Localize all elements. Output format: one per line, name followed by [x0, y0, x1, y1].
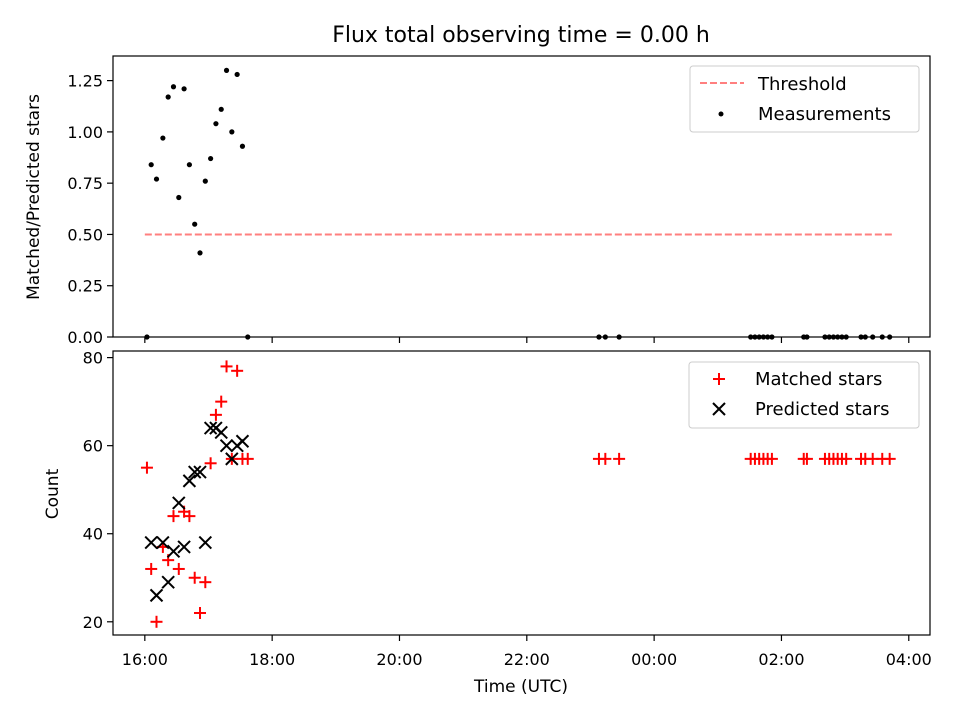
matched-stars-point — [840, 452, 853, 465]
measurements-point — [153, 176, 160, 182]
legend-predicted-swatch — [712, 402, 726, 416]
predicted-stars-point — [235, 434, 250, 448]
matched-stars-point — [599, 452, 612, 465]
matched-stars-point — [199, 576, 212, 589]
matched-stars-point — [172, 562, 185, 575]
matched-stars-point — [613, 452, 626, 465]
matched-stars-point — [765, 452, 778, 465]
matched-stars-point — [209, 408, 222, 421]
top-legend: Threshold Measurements — [689, 65, 920, 133]
predicted-stars-point — [182, 474, 197, 488]
y-tick-label: 60 — [83, 437, 103, 456]
measurements-point — [202, 178, 208, 184]
y-tick-label: 80 — [83, 349, 103, 368]
top-plot-area: 0.00 0.25 0.50 0.75 1.00 1.25 — [67, 55, 931, 347]
measurements-point — [223, 67, 230, 73]
matched-stars-point — [231, 364, 244, 377]
predicted-stars-point — [203, 421, 218, 435]
matched-stars-point — [204, 457, 217, 470]
legend-matched-label: Matched stars — [755, 369, 882, 390]
predicted-stars-point — [156, 535, 170, 550]
x-tick-label: 00:00 — [631, 650, 677, 669]
predicted-stars-point — [193, 465, 207, 479]
top-title: Flux total observing time = 0.00 h — [332, 23, 710, 48]
x-tick-label: 02:00 — [758, 650, 804, 669]
legend-measurements-swatch — [718, 111, 724, 117]
measurements-point — [186, 162, 192, 168]
y-tick-label: 0.50 — [67, 225, 103, 244]
matched-stars-point — [215, 395, 228, 408]
x-tick-label: 20:00 — [376, 650, 422, 669]
measurements-point — [218, 106, 224, 112]
measurements-point — [181, 86, 187, 92]
bottom-axes-frame — [112, 350, 931, 636]
predicted-stars-point — [144, 535, 158, 550]
matched-stars-point — [241, 452, 254, 465]
bottom-legend-frame — [688, 361, 920, 429]
measurements-point — [213, 121, 219, 127]
measurements-point — [176, 194, 182, 201]
top-panel: Flux total observing time = 0.00 h Match… — [24, 23, 931, 347]
predicted-stars-point — [198, 535, 213, 550]
bottom-xlabel: Time (UTC) — [473, 677, 568, 697]
measurements-point — [170, 84, 177, 90]
legend-measurements-label: Measurements — [758, 104, 891, 125]
predicted-stars-point — [149, 588, 164, 603]
bottom-legend: Matched stars Predicted stars — [688, 361, 920, 429]
matched-stars-point — [883, 452, 896, 465]
y-tick-label: 0.25 — [67, 277, 103, 296]
predicted-stars-point — [161, 575, 175, 589]
matched-stars-point — [194, 606, 207, 619]
bottom-panel: Count Time (UTC) 20 40 60 80 16:00 18:00 20:00… — [43, 349, 932, 697]
predicted-stars-point — [225, 452, 239, 466]
predicted-stars-point — [166, 544, 181, 559]
matched-stars-point — [140, 461, 153, 474]
bottom-plot-area: 20 40 60 80 16:00 18:00 20:00 22:00 00:00 02:00 04… — [83, 349, 932, 669]
predicted-stars-point — [219, 438, 234, 453]
legend-threshold-label: Threshold — [757, 74, 847, 95]
predicted-stars-point — [172, 496, 186, 510]
x-tick-label: 22:00 — [504, 650, 550, 669]
measurements-point — [192, 221, 198, 227]
measurements-point — [234, 71, 240, 78]
bottom-ylabel: Count — [43, 468, 63, 519]
matched-stars-point — [167, 510, 180, 523]
y-tick-label: 0.00 — [67, 328, 103, 347]
matched-stars-point — [220, 360, 233, 373]
predicted-stars-point — [177, 540, 191, 554]
legend-matched-swatch — [713, 373, 725, 385]
matched-stars-point — [145, 562, 158, 575]
matched-stars-point — [800, 452, 813, 465]
legend-predicted-label: Predicted stars — [755, 399, 889, 420]
x-tick-label: 18:00 — [249, 650, 295, 669]
measurements-point — [148, 162, 154, 168]
matched-stars-point — [150, 615, 163, 628]
measurements-point — [165, 94, 171, 100]
y-tick-label: 0.75 — [67, 174, 103, 193]
y-tick-label: 40 — [83, 525, 103, 544]
x-tick-label: 16:00 — [122, 650, 168, 669]
top-ylabel: Matched/Predicted stars — [24, 94, 44, 300]
x-tick-label: 04:00 — [886, 650, 932, 669]
matched-stars-point — [188, 571, 201, 584]
top-legend-frame — [689, 65, 920, 133]
predicted-stars-point — [187, 465, 202, 479]
measurements-point — [160, 135, 166, 141]
predicted-stars-point — [214, 425, 228, 440]
y-tick-label: 1.25 — [67, 72, 103, 91]
measurements-point — [208, 155, 214, 162]
y-tick-label: 20 — [83, 613, 103, 632]
y-tick-label: 1.00 — [67, 123, 103, 142]
measurements-point — [197, 250, 203, 256]
matched-stars-point — [183, 510, 196, 523]
measurements-point — [229, 129, 235, 135]
measurements-point — [239, 143, 246, 149]
top-axes-frame — [112, 55, 931, 338]
